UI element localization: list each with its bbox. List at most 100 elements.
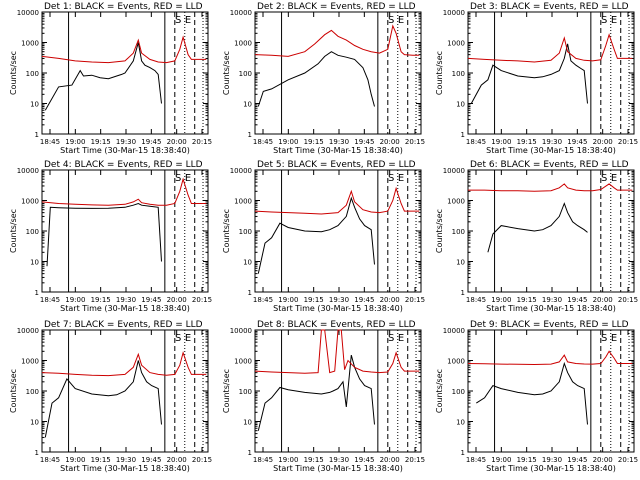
x-tick-label: 20:00	[593, 138, 613, 146]
x-axis-label: Start Time (30-Mar-15 18:38:40)	[60, 464, 190, 473]
y-tick-label: 10000	[17, 9, 39, 17]
marker-label-s: S	[388, 15, 394, 26]
x-tick-label: 19:00	[491, 456, 511, 464]
x-tick-label: 19:15	[91, 138, 111, 146]
events-series-line	[487, 202, 588, 253]
marker-label-s: S	[175, 333, 181, 344]
lld-series-line	[41, 35, 207, 64]
marker-label-s: S	[175, 173, 181, 184]
x-tick-label: 18:45	[466, 456, 486, 464]
x-tick-label: 20:15	[618, 138, 638, 146]
panel-title: Det 9: BLACK = Events, RED = LLD	[470, 320, 629, 330]
y-tick-label: 10000	[230, 327, 252, 335]
x-axis-label: Start Time (30-Mar-15 18:38:40)	[486, 146, 616, 155]
x-tick-label: 20:00	[380, 296, 400, 304]
plot-frame	[41, 169, 209, 293]
y-tick-label: 10000	[17, 327, 39, 335]
x-tick-label: 20:15	[405, 138, 425, 146]
x-tick-label: 18:45	[40, 138, 60, 146]
events-series-line	[44, 42, 162, 111]
x-tick-label: 20:15	[192, 456, 212, 464]
x-tick-label: 19:15	[517, 456, 537, 464]
y-tick-label: 100	[239, 70, 252, 78]
y-tick-label: 10	[456, 259, 465, 267]
x-tick-label: 19:45	[141, 138, 161, 146]
y-tick-label: 100	[239, 228, 252, 236]
marker-label-s: S	[388, 173, 394, 184]
panel-det-6: Det 6: BLACK = Events, RED = LLD 1 10 100 10…	[435, 160, 638, 313]
x-tick-label: 19:15	[517, 138, 537, 146]
y-tick-label: 1	[461, 131, 465, 139]
y-tick-label: 1	[248, 449, 252, 457]
x-tick-label: 19:15	[517, 296, 537, 304]
y-tick-label: 1	[248, 131, 252, 139]
panel-det-7: Det 7: BLACK = Events, RED = LLD 1 10 100 10…	[9, 320, 212, 473]
x-axis-label: Start Time (30-Mar-15 18:38:40)	[486, 464, 616, 473]
x-tick-label: 18:45	[466, 138, 486, 146]
y-axis-label: Counts/sec	[9, 369, 18, 413]
y-tick-label: 10	[243, 419, 252, 427]
x-tick-label: 19:00	[491, 138, 511, 146]
x-tick-label: 20:15	[405, 456, 425, 464]
events-series-line	[257, 354, 375, 431]
x-tick-label: 19:45	[354, 138, 374, 146]
plot-frame	[254, 329, 422, 453]
marker-label-e: E	[398, 173, 404, 184]
marker-label-s: S	[388, 333, 394, 344]
x-tick-label: 20:15	[405, 296, 425, 304]
x-tick-label: 19:30	[329, 296, 349, 304]
x-tick-label: 19:15	[304, 296, 324, 304]
y-axis-label: Counts/sec	[222, 51, 231, 95]
x-tick-label: 19:30	[116, 138, 136, 146]
x-tick-label: 19:45	[141, 456, 161, 464]
panel-det-2: Det 2: BLACK = Events, RED = LLD 1 10 100 10…	[222, 2, 425, 155]
x-tick-label: 20:15	[618, 296, 638, 304]
x-tick-label: 19:45	[567, 456, 587, 464]
marker-label-s: S	[601, 15, 607, 26]
y-tick-label: 1000	[447, 358, 465, 366]
plot-frame	[254, 11, 422, 135]
events-series-line	[257, 196, 375, 274]
x-axis-label: Start Time (30-Mar-15 18:38:40)	[273, 464, 403, 473]
x-tick-label: 19:30	[542, 138, 562, 146]
x-tick-label: 19:30	[542, 456, 562, 464]
y-tick-label: 10	[456, 419, 465, 427]
lld-series-line	[41, 177, 207, 206]
panel-title: Det 5: BLACK = Events, RED = LLD	[257, 160, 416, 170]
x-tick-label: 19:30	[116, 456, 136, 464]
x-tick-label: 18:45	[40, 456, 60, 464]
y-tick-label: 1	[461, 289, 465, 297]
x-tick-label: 18:45	[253, 456, 273, 464]
x-tick-label: 19:30	[329, 456, 349, 464]
events-series-line	[46, 202, 162, 267]
marker-label-e: E	[185, 15, 191, 26]
x-tick-label: 20:00	[167, 296, 187, 304]
events-series-line	[44, 360, 162, 438]
panel-title: Det 8: BLACK = Events, RED = LLD	[257, 320, 416, 330]
y-tick-label: 10	[243, 259, 252, 267]
y-axis-label: Counts/sec	[435, 369, 444, 413]
lld-series-line	[41, 350, 207, 377]
y-tick-label: 1	[461, 449, 465, 457]
y-tick-label: 1000	[234, 358, 252, 366]
panel-title: Det 1: BLACK = Events, RED = LLD	[44, 2, 203, 12]
x-tick-label: 19:00	[491, 296, 511, 304]
y-tick-label: 1000	[21, 40, 39, 48]
y-axis-label: Counts/sec	[435, 51, 444, 95]
y-tick-label: 10	[243, 101, 252, 109]
x-tick-label: 19:30	[116, 296, 136, 304]
x-tick-label: 20:15	[192, 296, 212, 304]
y-tick-label: 10000	[443, 167, 465, 175]
y-tick-label: 10000	[443, 327, 465, 335]
y-tick-label: 100	[452, 70, 465, 78]
y-tick-label: 10000	[230, 167, 252, 175]
y-tick-label: 1000	[447, 40, 465, 48]
marker-label-e: E	[611, 15, 617, 26]
y-tick-label: 100	[26, 388, 39, 396]
panel-title: Det 3: BLACK = Events, RED = LLD	[470, 2, 629, 12]
y-tick-label: 100	[452, 228, 465, 236]
panel-det-8: Det 8: BLACK = Events, RED = LLD 1 10 100 10…	[222, 320, 425, 473]
x-tick-label: 18:45	[253, 138, 273, 146]
lld-series-line	[254, 186, 420, 215]
